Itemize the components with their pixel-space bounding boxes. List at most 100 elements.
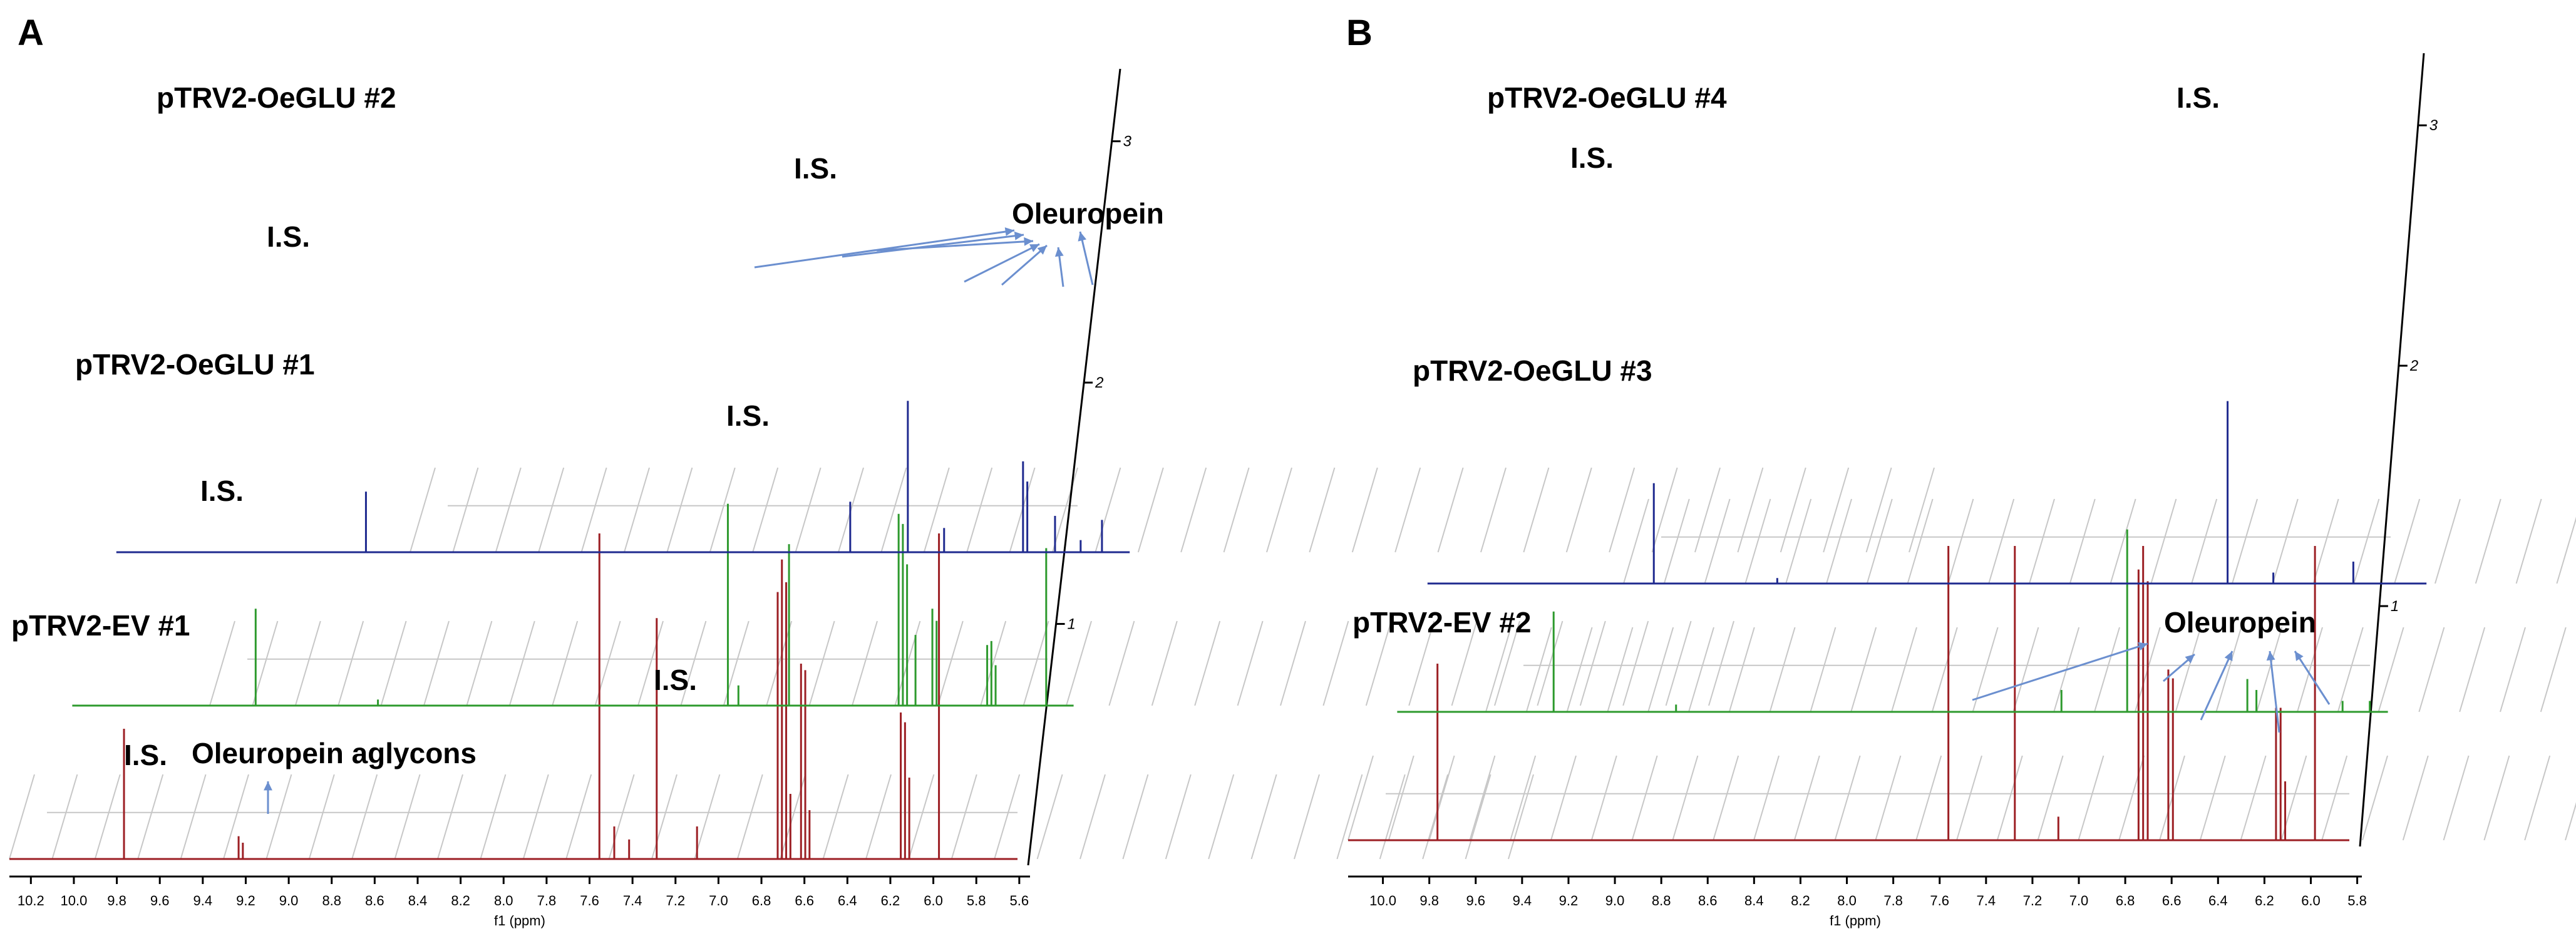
grid-line [1480,467,1507,553]
grid-line [1956,755,1982,841]
grid-line [937,620,964,706]
grid-line [1565,467,1592,553]
grid-line [1609,467,1636,553]
grid-line [1194,620,1221,706]
annotation-arrowhead [1024,237,1033,246]
grid-line [1422,774,1449,860]
grid-line [1525,627,1552,712]
annotation-is-a2-right: I.S. [726,399,770,432]
trace-label-oeglu-4: pTRV2-OeGLU #4 [1487,81,1727,114]
annotation-is-a1-right: I.S. [654,664,697,696]
x-tick-label: 9.6 [150,893,170,908]
annotation-oleuropein-b1: Oleuropein [2164,606,2316,639]
grid-line [951,774,977,860]
grid-line [337,620,364,706]
trace-label-oeglu-1: pTRV2-OeGLU #1 [75,348,315,381]
grid-line [2110,498,2136,584]
grid-line [1713,755,1739,841]
x-tick-label: 8.0 [494,893,513,908]
annotation-arrowhead [1029,244,1039,252]
x-tick-label: 9.2 [1559,893,1579,908]
grid-line [2199,755,2226,841]
grid-line [1250,774,1277,860]
grid-line [1996,755,2023,841]
frame-right-edge [1027,68,1121,866]
grid-line [265,774,292,860]
x-tick-label: 10.0 [1369,893,1396,908]
grid-line [522,774,549,860]
grid-line [694,774,721,860]
grid-line [2069,498,2096,584]
x-tick-label: 9.2 [236,893,255,908]
grid-line [1036,774,1063,860]
annotation-arrow [2269,651,2280,733]
panel-b: B 1 2 3 10.0 9.8 9.6 9.4 9.2 9.0 8.8 8.6 8.4 8.2 8.0 7… [1346,13,2576,928]
grid-line [1631,755,1658,841]
annotation-arrowhead [1037,245,1047,255]
grid-line [9,774,35,860]
x-tick-label: 7.8 [1883,893,1903,908]
grid-line [2321,755,2348,841]
x-tick-label: 7.2 [2023,893,2043,908]
x-tick-label: 8.8 [1652,893,1671,908]
grid-line [2012,627,2039,712]
x-tick-label: 5.8 [2347,893,2367,908]
grid-line [2215,627,2242,712]
grid-line [1394,467,1421,553]
grid-line [209,620,235,706]
grid-line [2029,498,2055,584]
grid-line [651,774,677,860]
annotation-is-a1-left: I.S. [124,739,167,771]
grid-line [1579,620,1606,706]
x-tick-label: 7.6 [580,893,599,908]
grid-line [1537,620,1564,706]
grid-line [1485,627,1512,712]
grid-line [1508,774,1534,860]
grid-line [1875,755,1902,841]
x-tick-label: 8.4 [408,893,428,908]
annotation-is-a3-right: I.S. [794,152,837,185]
grid-line [1566,627,1593,712]
grid-line [752,467,779,553]
x-tick-label: 8.8 [322,893,341,908]
grid-line [2394,498,2421,584]
grid-line [137,774,164,860]
grid-line [2337,627,2364,712]
panel-letter-b: B [1346,13,1373,53]
grid-line [908,774,935,860]
grid-line [2118,755,2145,841]
grid-line [1651,467,1678,553]
grid-line [2565,802,2576,841]
x-axis-title-b: f1 (ppm) [1830,913,1881,928]
annotation-is-a3-left: I.S. [267,220,310,253]
grid-line [1785,498,1812,584]
depth-tick-label: 1 [2391,598,2399,615]
grid-line [1280,620,1306,706]
grid-line [808,620,835,706]
grid-line [2256,627,2283,712]
grid-line [1665,620,1692,706]
x-tick-label: 6.6 [795,893,814,908]
grid-line [1672,755,1699,841]
x-tick-label: 6.4 [838,893,857,908]
x-tick-label: 7.8 [537,893,557,908]
grid-line [624,467,650,553]
trace-label-oeglu-3: pTRV2-OeGLU #3 [1413,354,1652,387]
annotation-oleuropein-a3: Oleuropein [1012,197,1164,230]
grid-line [1208,774,1235,860]
grid-line [2443,755,2470,841]
panel-letter-a: A [18,13,44,53]
grid-line [466,620,493,706]
x-tick-label: 6.2 [881,893,900,908]
x-tick-label: 6.8 [2116,893,2135,908]
grid-line [980,620,1007,706]
x-tick-label: 6.0 [924,893,943,908]
grid-line [1708,620,1734,706]
grid-line [1347,755,1374,841]
x-tick-label: 7.0 [709,893,728,908]
x-tick-label: 7.4 [1977,893,1996,908]
grid-line [1408,620,1435,706]
annotation-arrow [1001,244,1048,286]
grid-line [437,774,463,860]
grid-line [580,467,607,553]
